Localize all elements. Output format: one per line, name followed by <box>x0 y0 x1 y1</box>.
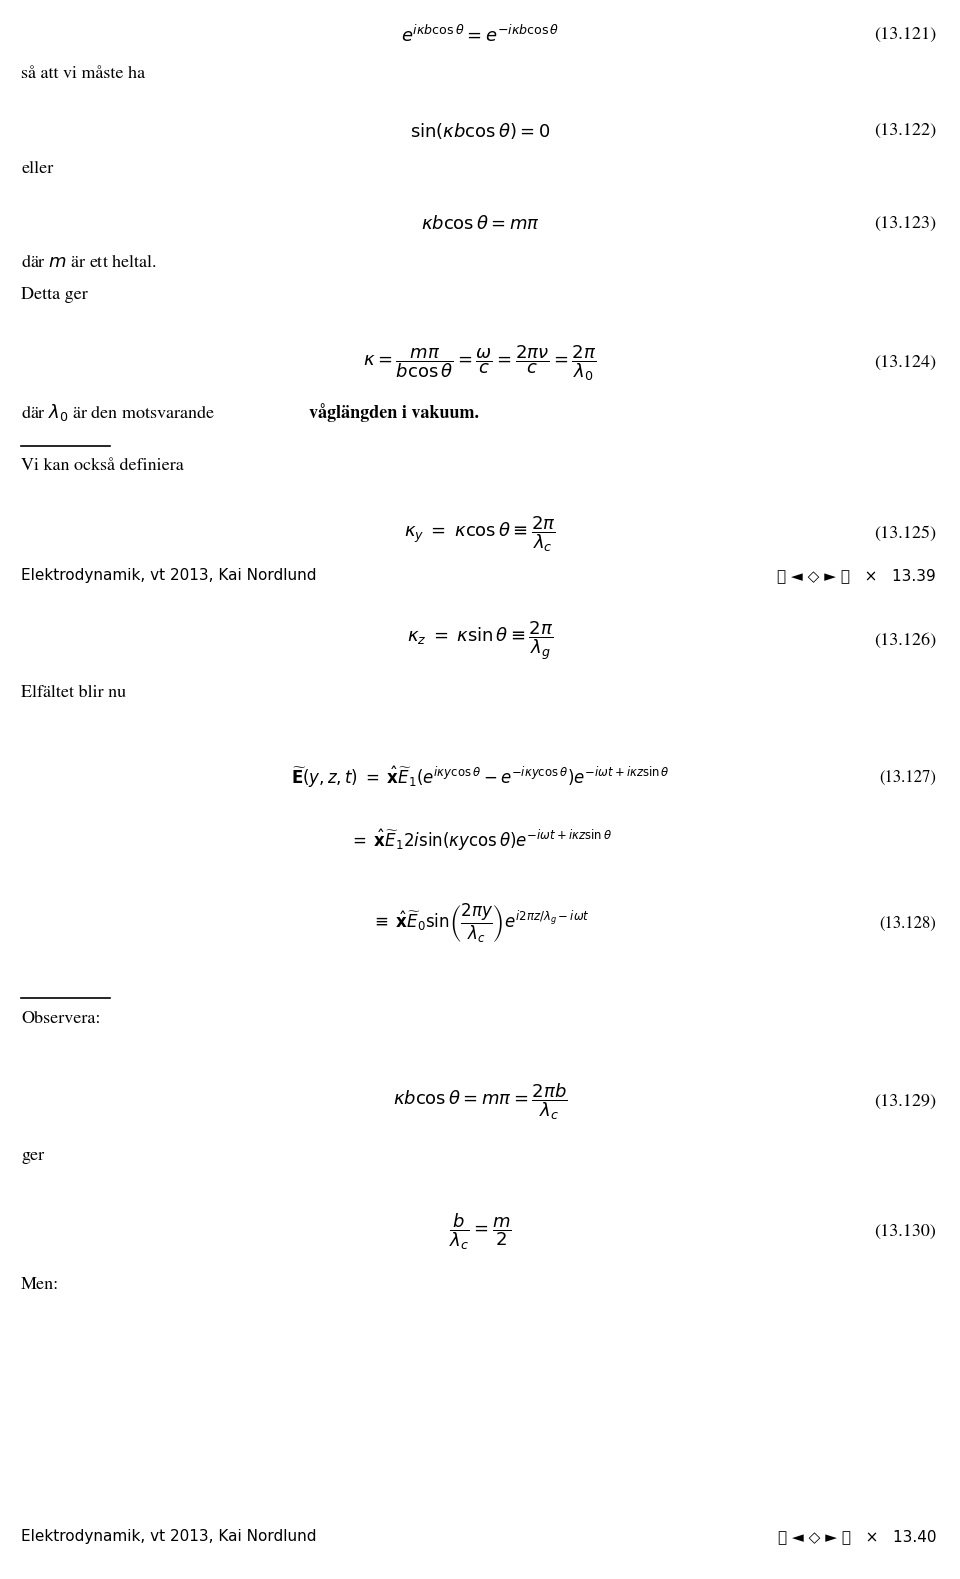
Text: $e^{i\kappa b\cos\theta} = e^{-i\kappa b\cos\theta}$: $e^{i\kappa b\cos\theta} = e^{-i\kappa b… <box>400 24 560 46</box>
Text: (13.122): (13.122) <box>874 123 936 139</box>
Text: $\sin(\kappa b\cos\theta) = 0$: $\sin(\kappa b\cos\theta) = 0$ <box>410 122 550 141</box>
Text: ⏮ ◄ ◇ ► ⏭   ×   13.39: ⏮ ◄ ◇ ► ⏭ × 13.39 <box>778 568 936 583</box>
Text: $\kappa = \dfrac{m\pi}{b\cos\theta} = \dfrac{\omega}{c} = \dfrac{2\pi\nu}{c} = \: $\kappa = \dfrac{m\pi}{b\cos\theta} = \d… <box>363 343 597 384</box>
Text: där $\lambda_0$ är den motsvarande: där $\lambda_0$ är den motsvarande <box>21 401 215 423</box>
Text: $\dfrac{b}{\lambda_c} = \dfrac{m}{2}$: $\dfrac{b}{\lambda_c} = \dfrac{m}{2}$ <box>448 1211 512 1252</box>
Text: ⏮ ◄ ◇ ► ⏭   ×   13.40: ⏮ ◄ ◇ ► ⏭ × 13.40 <box>778 1528 936 1544</box>
Text: (13.130): (13.130) <box>875 1224 936 1240</box>
Text: (13.129): (13.129) <box>874 1094 936 1110</box>
Text: Elektrodynamik, vt 2013, Kai Nordlund: Elektrodynamik, vt 2013, Kai Nordlund <box>21 1528 317 1544</box>
Text: ger: ger <box>21 1148 44 1164</box>
Text: Men:: Men: <box>21 1276 60 1293</box>
Text: där $m$ är ett heltal.: där $m$ är ett heltal. <box>21 254 156 270</box>
Text: $\kappa b\cos\theta = m\pi = \dfrac{2\pi b}{\lambda_c}$: $\kappa b\cos\theta = m\pi = \dfrac{2\pi… <box>393 1082 567 1123</box>
Text: $\widetilde{\mathbf{E}}(y,z,t) \;=\; \hat{\mathbf{x}}\widetilde{E}_1(e^{i\kappa : $\widetilde{\mathbf{E}}(y,z,t) \;=\; \ha… <box>291 766 669 790</box>
Text: eller: eller <box>21 161 54 177</box>
Text: (13.123): (13.123) <box>874 216 936 232</box>
Text: Elektrodynamik, vt 2013, Kai Nordlund: Elektrodynamik, vt 2013, Kai Nordlund <box>21 568 317 583</box>
Text: $\kappa_z \;=\; \kappa\sin\theta \equiv \dfrac{2\pi}{\lambda_g}$: $\kappa_z \;=\; \kappa\sin\theta \equiv … <box>407 619 553 663</box>
Text: (13.128): (13.128) <box>879 916 936 932</box>
Text: $\kappa_y \;=\; \kappa\cos\theta \equiv \dfrac{2\pi}{\lambda_c}$: $\kappa_y \;=\; \kappa\cos\theta \equiv … <box>404 513 556 554</box>
Text: Detta ger: Detta ger <box>21 287 88 303</box>
Text: (13.127): (13.127) <box>879 769 936 786</box>
Text: $\equiv \; \hat{\mathbf{x}}\widetilde{E}_0\sin\!\left(\dfrac{2\pi y}{\lambda_c}\: $\equiv \; \hat{\mathbf{x}}\widetilde{E}… <box>371 902 589 946</box>
Text: (13.125): (13.125) <box>874 526 936 542</box>
Text: Vi kan också definiera: Vi kan också definiera <box>21 458 184 474</box>
Text: våglängden i vakuum.: våglängden i vakuum. <box>309 403 479 422</box>
Text: $\kappa b\cos\theta = m\pi$: $\kappa b\cos\theta = m\pi$ <box>420 215 540 234</box>
Text: $= \; \hat{\mathbf{x}}\widetilde{E}_1 2i\sin(\kappa y\cos\theta)e^{-i\omega t+i\: $= \; \hat{\mathbf{x}}\widetilde{E}_1 2i… <box>348 827 612 853</box>
Text: (13.126): (13.126) <box>874 633 936 649</box>
Text: Observera:: Observera: <box>21 1011 101 1028</box>
Text: så att vi måste ha: så att vi måste ha <box>21 66 145 82</box>
Text: (13.121): (13.121) <box>874 27 936 43</box>
Text: Elfältet blir nu: Elfältet blir nu <box>21 685 127 701</box>
Text: (13.124): (13.124) <box>874 355 936 371</box>
